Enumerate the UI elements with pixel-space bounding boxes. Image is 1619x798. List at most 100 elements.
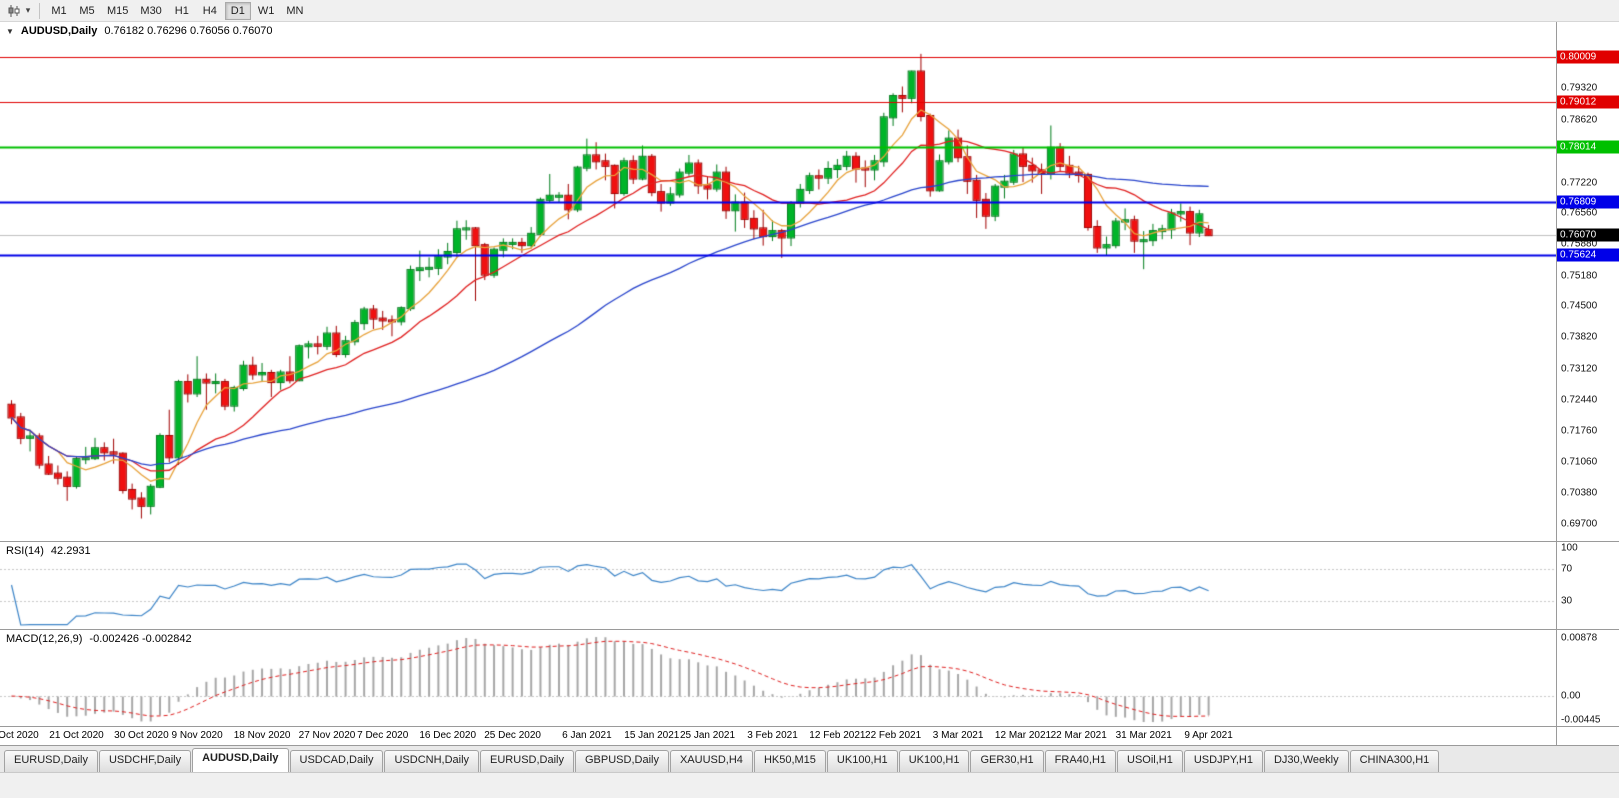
price-axis-tick: 0.75880 xyxy=(1561,238,1598,250)
timeframe-button-w1[interactable]: W1 xyxy=(257,4,275,17)
rsi-label: RSI(14) 42.2931 xyxy=(6,545,91,557)
chart-tab[interactable]: USOil,H1 xyxy=(1117,750,1183,772)
chart-tab[interactable]: USDCHF,Daily xyxy=(98,750,192,772)
timeframe-button-mn[interactable]: MN xyxy=(286,4,304,17)
timeframe-button-m30[interactable]: M30 xyxy=(140,4,162,17)
price-axis-tick: 0.79320 xyxy=(1561,82,1598,94)
macd-panel: MACD(12,26,9) -0.002426 -0.002842 0.0087… xyxy=(0,630,1619,727)
time-axis-label: 12 Oct 2020 xyxy=(0,730,39,741)
price-axis[interactable]: 0.793200.786200.779200.772200.765600.758… xyxy=(1556,22,1619,541)
price-axis-tick: 0.75180 xyxy=(1561,270,1598,281)
price-axis-tick: 0.73120 xyxy=(1561,363,1598,375)
rsi-name: RSI(14) xyxy=(6,545,44,557)
time-axis-label: 25 Jan 2021 xyxy=(679,730,736,741)
rsi-axis[interactable]: 100 70 30 xyxy=(1556,542,1619,629)
price-axis-tick: 0.74500 xyxy=(1561,300,1598,312)
chart-type-icon[interactable] xyxy=(5,2,23,20)
price-axis-tick: 0.72440 xyxy=(1561,394,1598,406)
time-axis-label: 18 Nov 2020 xyxy=(233,730,291,741)
time-axis-label: 21 Oct 2020 xyxy=(49,730,104,741)
time-axis-label: 22 Feb 2021 xyxy=(865,730,922,741)
timeframe-button-h4[interactable]: H4 xyxy=(202,4,217,17)
time-axis-label: 15 Jan 2021 xyxy=(624,730,680,741)
rsi-plot: RSI(14) 42.2931 xyxy=(0,542,1556,629)
macd-plot: MACD(12,26,9) -0.002426 -0.002842 xyxy=(0,630,1556,726)
price-level-badge: 0.79012 xyxy=(1557,95,1619,109)
chart-tab[interactable]: GER30,H1 xyxy=(970,750,1044,772)
toolbar-separator xyxy=(39,2,40,19)
chart-tab[interactable]: USDCNH,Daily xyxy=(384,750,480,772)
chart-tab[interactable]: DJ30,Weekly xyxy=(1263,750,1349,772)
chart-tabs-bar: EURUSD,Daily USDCHF,Daily AUDUSD,Daily USDC… xyxy=(0,746,1619,773)
price-chart-panel: ▼ AUDUSD,Daily 0.76182 0.76296 0.76056 0… xyxy=(0,22,1619,542)
rsi-panel: RSI(14) 42.2931 100 70 30 xyxy=(0,542,1619,630)
chart-tab[interactable]: USDJPY,H1 xyxy=(1183,750,1263,772)
chart-menu-icon[interactable]: ▼ xyxy=(6,26,14,36)
time-axis-label: 3 Feb 2021 xyxy=(747,730,798,741)
price-chart-plot: ▼ AUDUSD,Daily 0.76182 0.76296 0.76056 0… xyxy=(0,22,1556,541)
time-axis-label: 3 Mar 2021 xyxy=(932,730,984,741)
chart-type-dropdown-caret-icon[interactable]: ▾ xyxy=(25,5,31,15)
macd-axis-tick: 0.00 xyxy=(1561,690,1581,702)
price-axis-tick: 0.78620 xyxy=(1561,114,1598,126)
price-axis-tick: 0.71760 xyxy=(1561,425,1598,437)
timeframe-button-d1[interactable]: D1 xyxy=(224,1,251,20)
time-axis-label: 27 Nov 2020 xyxy=(298,730,356,741)
timeframe-toolbar: ▾ M1 M5 M15 M30 H1 H4 D1 W1 MN xyxy=(0,0,1619,22)
timeframe-button-m1[interactable]: M1 xyxy=(51,4,67,17)
chart-tab[interactable]: UK100,H1 xyxy=(826,750,898,772)
price-axis-tick: 0.71060 xyxy=(1561,456,1598,468)
price-chart-canvas[interactable] xyxy=(0,22,1556,541)
time-axis-label: 6 Jan 2021 xyxy=(562,730,612,741)
macd-axis-tick: 0.00878 xyxy=(1561,632,1598,644)
price-axis-tick: 0.73820 xyxy=(1561,331,1598,343)
candlestick-glyph xyxy=(8,4,20,17)
time-axis-label: 31 Mar 2021 xyxy=(1115,730,1172,741)
chart-symbol-label: AUDUSD,Daily xyxy=(20,25,98,37)
chart-tab[interactable]: GBPUSD,Daily xyxy=(575,750,669,772)
macd-axis[interactable]: 0.00878 0.00 -0.00445 xyxy=(1556,630,1619,726)
timeframe-button-m5[interactable]: M5 xyxy=(79,4,95,17)
price-level-badge: 0.75624 xyxy=(1557,248,1619,262)
time-axis-label: 7 Dec 2020 xyxy=(357,730,409,741)
chart-tab[interactable]: HK50,M15 xyxy=(753,750,826,772)
timeframe-button-m15[interactable]: M15 xyxy=(107,4,129,17)
chart-tab[interactable]: USDCAD,Daily xyxy=(289,750,384,772)
chart-tab[interactable]: AUDUSD,Daily xyxy=(192,748,289,772)
price-axis-tick: 0.76560 xyxy=(1561,207,1598,219)
rsi-canvas[interactable] xyxy=(0,542,1556,629)
chart-title: ▼ AUDUSD,Daily 0.76182 0.76296 0.76056 0… xyxy=(6,25,273,37)
timeframe-button-h1[interactable]: H1 xyxy=(174,4,189,17)
chart-tab[interactable]: UK100,H1 xyxy=(898,750,970,772)
time-axis-label: 12 Feb 2021 xyxy=(809,730,866,741)
price-level-badge: 0.80009 xyxy=(1557,50,1619,64)
time-axis-label: 16 Dec 2020 xyxy=(419,730,477,741)
macd-name: MACD(12,26,9) xyxy=(6,633,83,645)
time-axis-label: 22 Mar 2021 xyxy=(1050,730,1107,741)
macd-values: -0.002426 -0.002842 xyxy=(89,633,192,645)
time-axis-label: 25 Dec 2020 xyxy=(484,730,541,741)
chart-tab[interactable]: EURUSD,Daily xyxy=(480,750,574,772)
time-axis-label: 9 Nov 2020 xyxy=(171,730,223,741)
chart-tab[interactable]: XAUUSD,H4 xyxy=(669,750,753,772)
rsi-axis-tick: 70 xyxy=(1561,563,1573,575)
price-axis-tick: 0.70380 xyxy=(1561,487,1598,499)
price-level-badge: 0.78014 xyxy=(1557,140,1619,154)
chart-tab[interactable]: CHINA300,H1 xyxy=(1349,750,1440,772)
chart-ohlc-label: 0.76182 0.76296 0.76056 0.76070 xyxy=(104,25,273,37)
time-axis-label: 12 Mar 2021 xyxy=(994,730,1052,741)
chart-tab[interactable]: FRA40,H1 xyxy=(1044,750,1117,772)
time-axis-label: 9 Apr 2021 xyxy=(1184,730,1233,741)
macd-label: MACD(12,26,9) -0.002426 -0.002842 xyxy=(6,633,192,645)
axis-corner xyxy=(1556,727,1619,745)
rsi-axis-tick: 100 xyxy=(1561,542,1578,554)
price-axis-tick: 0.77220 xyxy=(1561,177,1598,189)
time-axis-label: 30 Oct 2020 xyxy=(114,730,169,741)
macd-canvas[interactable] xyxy=(0,630,1556,726)
rsi-axis-tick: 30 xyxy=(1561,595,1573,607)
rsi-value: 42.2931 xyxy=(50,545,91,557)
chart-tab[interactable]: EURUSD,Daily xyxy=(4,750,98,772)
